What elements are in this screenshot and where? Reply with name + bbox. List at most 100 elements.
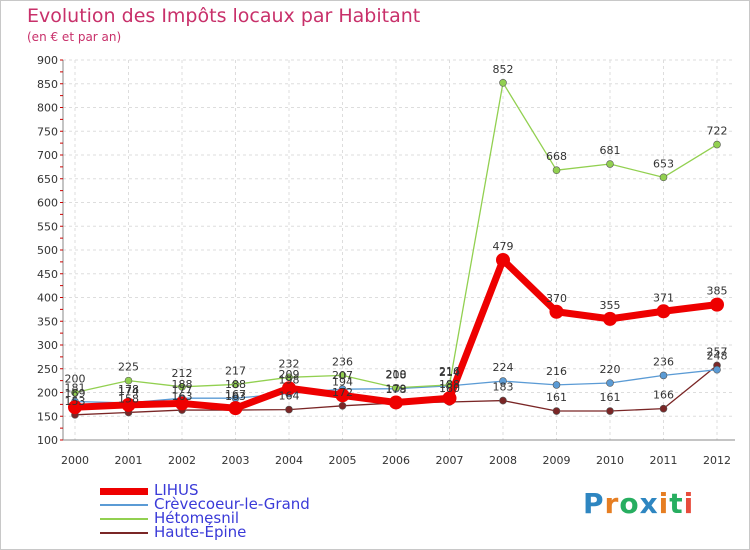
- data-point: [552, 166, 561, 174]
- data-label: 257: [707, 345, 728, 358]
- logo-letter: P: [583, 487, 605, 520]
- data-point: [178, 382, 186, 391]
- data-label: 178: [386, 383, 407, 396]
- y-tick-label: 150: [37, 410, 58, 423]
- data-point: [659, 371, 668, 380]
- data-label: 236: [332, 355, 353, 368]
- data-label: 181: [65, 382, 86, 395]
- data-label: 248: [707, 350, 728, 363]
- y-tick-label: 800: [37, 102, 58, 115]
- x-tick-label: 2008: [489, 454, 517, 467]
- logo-letter: i: [683, 487, 695, 520]
- data-point: [392, 383, 400, 392]
- x-tick-label: 2002: [168, 454, 196, 467]
- data-label: 169: [65, 387, 86, 400]
- data-label: 177: [172, 383, 193, 396]
- x-tick-label: 2003: [222, 454, 250, 467]
- data-label: 153: [65, 395, 86, 408]
- legend-swatch: [100, 487, 148, 495]
- logo-letter: i: [658, 487, 670, 520]
- y-tick-label: 300: [37, 339, 58, 352]
- data-point: [499, 396, 507, 405]
- data-label: 158: [118, 392, 139, 405]
- data-point: [713, 140, 721, 149]
- legend-swatch: [100, 532, 148, 534]
- data-label: 216: [439, 365, 460, 378]
- x-tick-label: 2001: [115, 454, 143, 467]
- data-label: 200: [65, 373, 86, 386]
- data-point: [496, 252, 510, 267]
- logo-letter: t: [669, 487, 684, 520]
- data-point: [389, 395, 403, 410]
- data-point: [606, 407, 614, 415]
- data-label: 209: [279, 368, 300, 381]
- y-tick-label: 400: [37, 292, 58, 305]
- data-label: 668: [546, 150, 567, 163]
- data-label: 167: [225, 388, 246, 401]
- y-tick-label: 900: [37, 54, 58, 67]
- legend-label: Hétomesnil: [154, 509, 240, 527]
- x-tick-label: 2004: [275, 454, 303, 467]
- data-point: [282, 381, 296, 396]
- data-label: 161: [546, 391, 567, 404]
- x-tick-label: 2006: [382, 454, 410, 467]
- data-label: 188: [172, 378, 193, 391]
- data-point: [552, 381, 561, 389]
- data-point: [552, 407, 561, 415]
- data-point: [124, 376, 133, 385]
- data-label: 225: [118, 361, 139, 374]
- y-tick-label: 450: [37, 268, 58, 281]
- data-label: 370: [546, 292, 567, 305]
- data-point: [499, 79, 507, 87]
- logo-letter: o: [619, 487, 640, 520]
- y-tick-label: 250: [37, 363, 58, 376]
- data-point: [549, 304, 564, 319]
- data-point: [285, 405, 293, 414]
- data-label: 207: [332, 369, 353, 382]
- x-tick-label: 2005: [329, 454, 357, 467]
- legend-label: Haute-Épine: [154, 523, 247, 541]
- data-point: [606, 379, 614, 387]
- y-tick-label: 850: [37, 78, 58, 91]
- y-tick-label: 750: [37, 125, 58, 138]
- chart-subtitle: (en € et par an): [27, 30, 122, 44]
- x-tick-label: 2010: [596, 454, 624, 467]
- data-label: 214: [439, 366, 460, 379]
- data-label: 188: [225, 378, 246, 391]
- chart-title: Evolution des Impôts locaux par Habitant: [27, 5, 421, 27]
- data-label: 232: [279, 357, 300, 370]
- data-label: 194: [332, 375, 353, 388]
- data-label: 208: [386, 369, 407, 382]
- x-tick-label: 2012: [703, 454, 731, 467]
- data-point: [710, 297, 724, 312]
- data-label: 163: [172, 390, 193, 403]
- logo-letter: x: [639, 487, 659, 520]
- data-label: 198: [279, 373, 300, 386]
- legend-swatch: [100, 504, 148, 506]
- data-label: 212: [172, 367, 193, 380]
- data-point: [338, 371, 347, 380]
- data-label: 385: [707, 285, 728, 298]
- data-label: 164: [279, 390, 300, 403]
- data-point: [285, 373, 293, 382]
- data-label: 188: [439, 378, 460, 391]
- data-label: 371: [653, 291, 674, 304]
- data-label: 236: [653, 355, 674, 368]
- data-label: 355: [600, 299, 621, 312]
- x-tick-label: 2011: [650, 454, 678, 467]
- y-tick-label: 100: [37, 434, 58, 447]
- data-label: 216: [546, 365, 567, 378]
- y-tick-label: 550: [37, 220, 58, 233]
- x-tick-label: 2000: [61, 454, 89, 467]
- data-label: 852: [493, 63, 514, 76]
- data-label: 479: [493, 240, 514, 253]
- x-tick-label: 2007: [436, 454, 464, 467]
- data-label: 217: [225, 364, 246, 377]
- data-point: [338, 401, 347, 410]
- y-tick-label: 700: [37, 149, 58, 162]
- data-label: 210: [386, 368, 407, 381]
- data-label: 681: [600, 144, 621, 157]
- data-point: [68, 400, 82, 415]
- data-point: [175, 396, 189, 411]
